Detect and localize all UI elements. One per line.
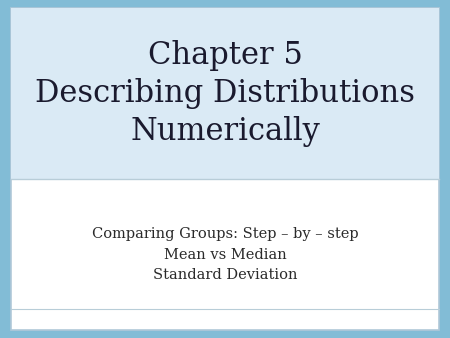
Text: Comparing Groups: Step – by – step
Mean vs Median
Standard Deviation: Comparing Groups: Step – by – step Mean … — [92, 227, 358, 282]
Text: Chapter 5
Describing Distributions
Numerically: Chapter 5 Describing Distributions Numer… — [35, 40, 415, 147]
Bar — [11, 8, 439, 179]
